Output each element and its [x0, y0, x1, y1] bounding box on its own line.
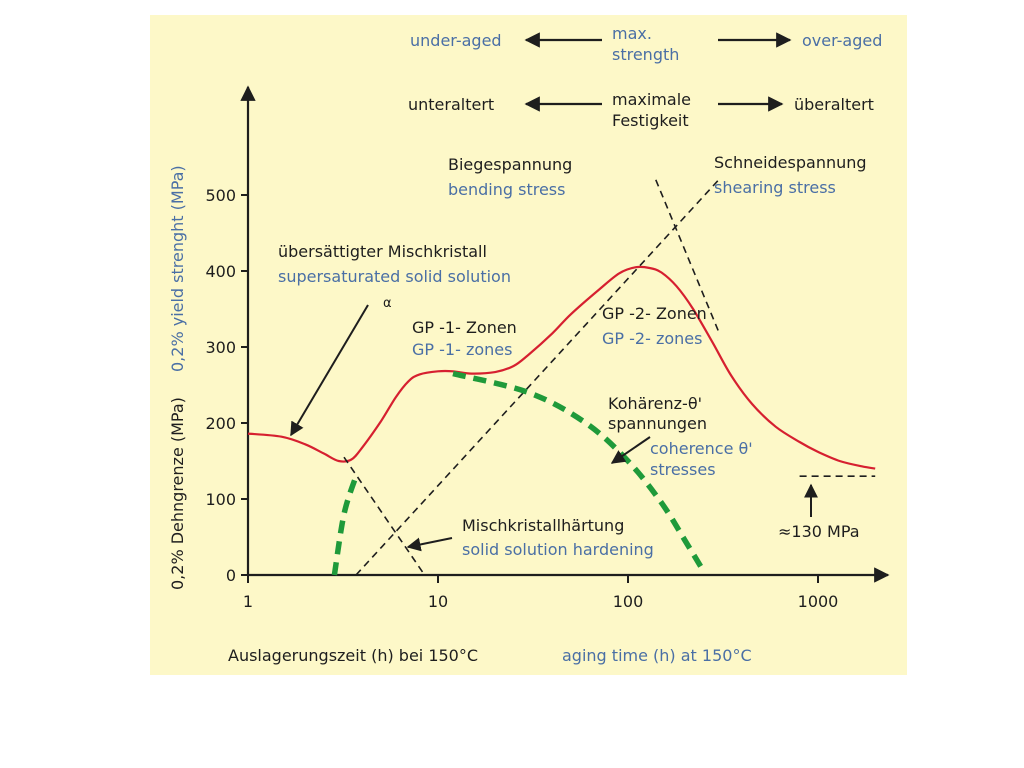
- label-bending-stress: bending stress: [448, 180, 565, 199]
- label-alpha: α: [383, 296, 392, 311]
- label-spannungen: spannungen: [608, 414, 707, 433]
- label-festigkeit: Festigkeit: [612, 111, 689, 130]
- y-tick-label: 100: [205, 490, 236, 509]
- y-ticks: 0 100 200 300 400 500: [205, 186, 248, 585]
- series-line-dashed-black: [355, 179, 720, 576]
- x-axis-label-de: Auslagerungszeit (h) bei 150°C: [228, 646, 478, 665]
- series-line-dashed-black: [655, 179, 720, 333]
- series-line-solid-red: [247, 265, 876, 470]
- chart-svg: 0 100 200 300 400 500 1 10 100 1000 0,2% Dehngre…: [168, 24, 890, 665]
- label-unteraltert: unteraltert: [408, 95, 494, 114]
- label-coherence: coherence θ': [650, 439, 753, 458]
- series-line-dashed-black: [343, 456, 426, 576]
- label-130mpa: ≈130 MPa: [778, 522, 860, 541]
- label-kohaerenz: Kohärenz-θ': [608, 394, 702, 413]
- label-over-aged: over-aged: [802, 31, 882, 50]
- label-gp2-de: GP -2- Zonen: [602, 304, 707, 323]
- label-gp1-de: GP -1- Zonen: [412, 318, 517, 337]
- y-axis-title: 0,2% Dehngrenze (MPa) 0,2% yield strengh…: [168, 165, 187, 590]
- arrow-coherence: [610, 436, 651, 464]
- x-tick-label: 100: [613, 592, 644, 611]
- label-shearing-stress: shearing stress: [714, 178, 836, 197]
- y-tick-label: 200: [205, 414, 236, 433]
- label-under-aged: under-aged: [410, 31, 502, 50]
- x-axis-label-en: aging time (h) at 150°C: [562, 646, 752, 665]
- label-solid-solution-hardening: solid solution hardening: [462, 540, 654, 559]
- label-biegespannung: Biegespannung: [448, 155, 572, 174]
- label-schneidespannung: Schneidespannung: [714, 153, 867, 172]
- y-tick-label: 300: [205, 338, 236, 357]
- x-tick-label: 10: [428, 592, 448, 611]
- label-strength: strength: [612, 45, 679, 64]
- series-layer: [247, 179, 876, 576]
- arrow-hardening: [406, 537, 453, 552]
- label-mischkristall: übersättigter Mischkristall: [278, 242, 487, 261]
- arrow-solution: [290, 304, 369, 437]
- x-tick-label: 1: [243, 592, 253, 611]
- label-gp2-en: GP -2- zones: [602, 329, 702, 348]
- y-tick-label: 0: [226, 566, 236, 585]
- label-supersaturated: supersaturated solid solution: [278, 267, 511, 286]
- label-gp1-en: GP -1- zones: [412, 340, 512, 359]
- y-axis-label-en: 0,2% yield strenght (MPa): [168, 165, 187, 372]
- y-tick-label: 400: [205, 262, 236, 281]
- label-mischkristallhaertung: Mischkristallhärtung: [462, 516, 624, 535]
- x-ticks: 1 10 100 1000: [243, 575, 838, 611]
- label-max: max.: [612, 24, 652, 43]
- x-tick-label: 1000: [798, 592, 839, 611]
- label-ueberaltert: überaltert: [794, 95, 874, 114]
- chart-panel: 0 100 200 300 400 500 1 10 100 1000 0,2% Dehngre…: [150, 15, 907, 675]
- y-axis-label-de: 0,2% Dehngrenze (MPa): [168, 397, 187, 590]
- y-tick-label: 500: [205, 186, 236, 205]
- label-maximale: maximale: [612, 90, 691, 109]
- series-line-dashed-green-thick: [331, 475, 359, 576]
- label-stresses: stresses: [650, 460, 716, 479]
- series-line-dashed-green-thick: [452, 370, 706, 573]
